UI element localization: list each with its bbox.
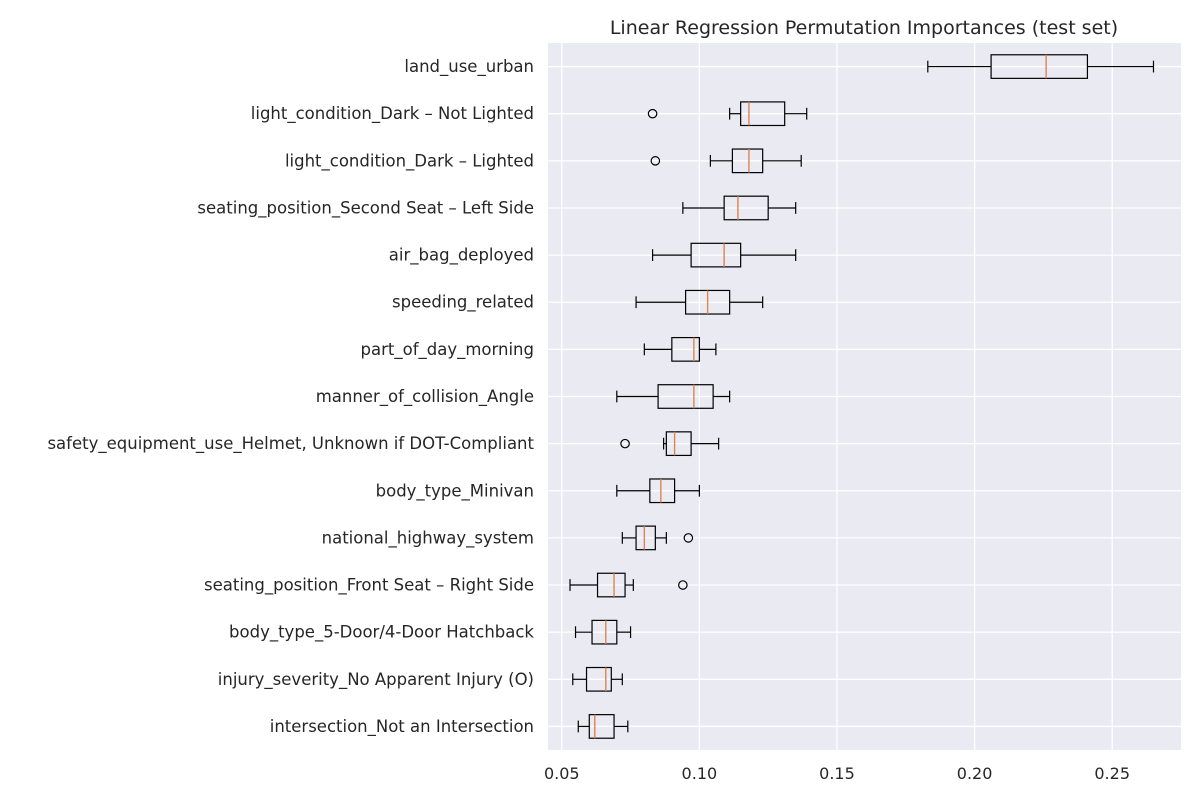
x-tick-label: 0.15 (819, 764, 855, 783)
iqr-box (588, 714, 615, 739)
outlier-point (647, 108, 658, 119)
box-plot-13 (572, 666, 623, 692)
iqr-box (596, 572, 626, 598)
iqr-box (731, 148, 764, 174)
iqr-box (649, 478, 676, 504)
iqr-box (585, 666, 612, 692)
outlier-point (678, 580, 688, 590)
category-label: manner_of_collision_Angle (316, 387, 534, 407)
outlier-point (683, 533, 694, 543)
iqr-box (591, 619, 618, 645)
box-plot-11 (569, 572, 688, 598)
iqr-box (657, 384, 714, 409)
iqr-box (990, 54, 1089, 79)
category-label: injury_severity_No Apparent Injury (O) (218, 670, 534, 690)
chart-title: Linear Regression Permutation Importance… (610, 17, 1118, 39)
category-label: safety_equipment_use_Helmet, Unknown if … (47, 434, 534, 454)
box-plot-0 (927, 54, 1155, 79)
iqr-box (723, 195, 769, 221)
iqr-box (635, 525, 656, 551)
category-label: seating_position_Front Seat – Right Side (204, 576, 534, 596)
box-plot-10 (621, 525, 694, 551)
box-plot-14 (577, 714, 629, 739)
box-plot-5 (635, 289, 764, 315)
iqr-box (690, 242, 742, 268)
iqr-box (671, 336, 700, 362)
category-label: light_condition_Dark – Lighted (285, 151, 534, 171)
category-label: light_condition_Dark – Not Lighted (251, 104, 534, 124)
category-label: body_type_5-Door/4-Door Hatchback (229, 623, 534, 643)
category-label: speeding_related (392, 293, 534, 313)
box-plot-2 (650, 148, 802, 174)
x-tick-label: 0.20 (957, 764, 993, 783)
category-label: part_of_day_morning (361, 340, 534, 360)
iqr-box (740, 101, 786, 127)
category-labels: land_use_urban light_condition_Dark – Not… (47, 57, 534, 737)
box-plot-8 (620, 431, 720, 457)
outlier-point (650, 156, 661, 166)
x-tick-label: 0.05 (544, 764, 580, 783)
box-plot-3 (682, 195, 797, 221)
box-plot-6 (643, 336, 717, 362)
category-label: body_type_Minivan (376, 481, 534, 501)
category-label: intersection_Not an Intersection (270, 717, 534, 737)
category-label: land_use_urban (404, 57, 534, 77)
box-plot-7 (616, 384, 731, 409)
box-plot-12 (574, 619, 632, 645)
category-label: seating_position_Second Seat – Left Side (197, 198, 534, 218)
box-plot-1 (647, 101, 808, 127)
box-plot-9 (616, 478, 700, 504)
category-label: air_bag_deployed (389, 246, 534, 266)
x-tick-label: 0.25 (1094, 764, 1130, 783)
category-label: national_highway_system (322, 528, 534, 548)
box-plot-4 (651, 242, 797, 268)
box-plots (569, 54, 1155, 739)
outlier-point (620, 438, 630, 449)
x-axis-ticks: 0.05 0.10 0.15 0.20 0.25 (544, 764, 1130, 783)
x-tick-label: 0.10 (682, 764, 718, 783)
iqr-box (665, 431, 692, 457)
grid-lines (548, 43, 1181, 750)
